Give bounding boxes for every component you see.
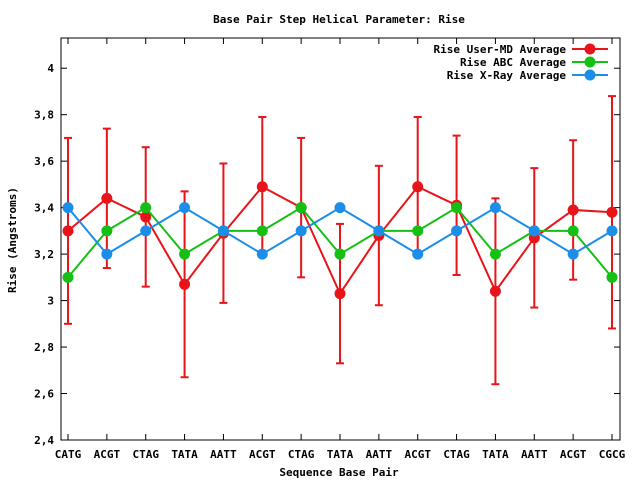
- data-point: [334, 202, 346, 214]
- data-point: [101, 248, 113, 260]
- x-axis-label: Sequence Base Pair: [279, 466, 399, 479]
- data-point: [334, 288, 346, 300]
- x-tick-label: CTAG: [443, 448, 470, 461]
- chart-title: Base Pair Step Helical Parameter: Rise: [213, 13, 465, 26]
- data-point: [451, 225, 463, 237]
- data-point: [412, 248, 424, 260]
- data-point: [62, 225, 74, 237]
- data-point: [217, 225, 229, 237]
- y-axis-label: Rise (Angstroms): [6, 187, 19, 293]
- data-point: [334, 248, 346, 260]
- x-tick-label: AATT: [210, 448, 237, 461]
- data-point: [140, 225, 152, 237]
- x-tick-label: AATT: [521, 448, 548, 461]
- data-point: [489, 248, 501, 260]
- x-tick-label: CATG: [55, 448, 82, 461]
- data-point: [606, 271, 618, 283]
- data-point: [412, 225, 424, 237]
- data-point: [567, 248, 579, 260]
- x-tick-label: ACGT: [249, 448, 276, 461]
- y-tick-label: 2,8: [34, 341, 54, 354]
- data-point: [62, 271, 74, 283]
- data-point: [295, 225, 307, 237]
- x-tick-label: TATA: [482, 448, 509, 461]
- data-point: [295, 202, 307, 214]
- axes: 2,4 2,6 2,8 3 3,2 3,4 3,6 3,8 4 CATG ACGT CTAG TATA A…: [34, 37, 626, 461]
- x-tick-label: TATA: [171, 448, 198, 461]
- legend-label: Rise ABC Average: [460, 56, 566, 69]
- data-point: [451, 202, 463, 214]
- y-tick-label: 3: [47, 295, 54, 308]
- y-tick-label: 3,4: [34, 202, 54, 215]
- y-tick-label: 4: [47, 62, 54, 75]
- series-2: [62, 202, 618, 260]
- data-point: [101, 225, 113, 237]
- x-tick-label: ACGT: [404, 448, 431, 461]
- y-tick-label: 3,8: [34, 109, 54, 122]
- legend-label: Rise X-Ray Average: [447, 69, 567, 82]
- data-point: [373, 225, 385, 237]
- data-point: [179, 202, 191, 214]
- data-point: [179, 278, 191, 290]
- x-tick-label: ACGT: [94, 448, 121, 461]
- x-tick-label: TATA: [327, 448, 354, 461]
- data-point: [567, 225, 579, 237]
- data-point: [256, 248, 268, 260]
- y-tick-label: 2,6: [34, 388, 54, 401]
- data-point: [606, 225, 618, 237]
- data-point: [606, 206, 618, 218]
- data-point: [101, 192, 113, 204]
- legend-marker: [584, 56, 596, 68]
- x-tick-label: ACGT: [560, 448, 587, 461]
- data-point: [256, 225, 268, 237]
- data-point: [489, 202, 501, 214]
- data-point: [567, 204, 579, 216]
- x-tick-label: CGCG: [599, 448, 626, 461]
- data-point: [412, 181, 424, 193]
- data-point: [528, 225, 540, 237]
- y-tick-label: 3,6: [34, 155, 54, 168]
- y-tick-label: 3,2: [34, 248, 54, 261]
- legend-marker: [584, 43, 596, 55]
- y-tick-label: 2,4: [34, 434, 54, 447]
- data-point: [256, 181, 268, 193]
- data-point: [140, 202, 152, 214]
- data-point: [179, 248, 191, 260]
- legend-marker: [584, 69, 596, 81]
- x-tick-label: CTAG: [288, 448, 315, 461]
- x-tick-label: CTAG: [132, 448, 159, 461]
- legend-label: Rise User-MD Average: [434, 43, 567, 56]
- data-point: [62, 202, 74, 214]
- data-point: [489, 285, 501, 297]
- series-layer: [62, 95, 618, 386]
- data-point: [140, 211, 152, 223]
- x-tick-label: AATT: [366, 448, 393, 461]
